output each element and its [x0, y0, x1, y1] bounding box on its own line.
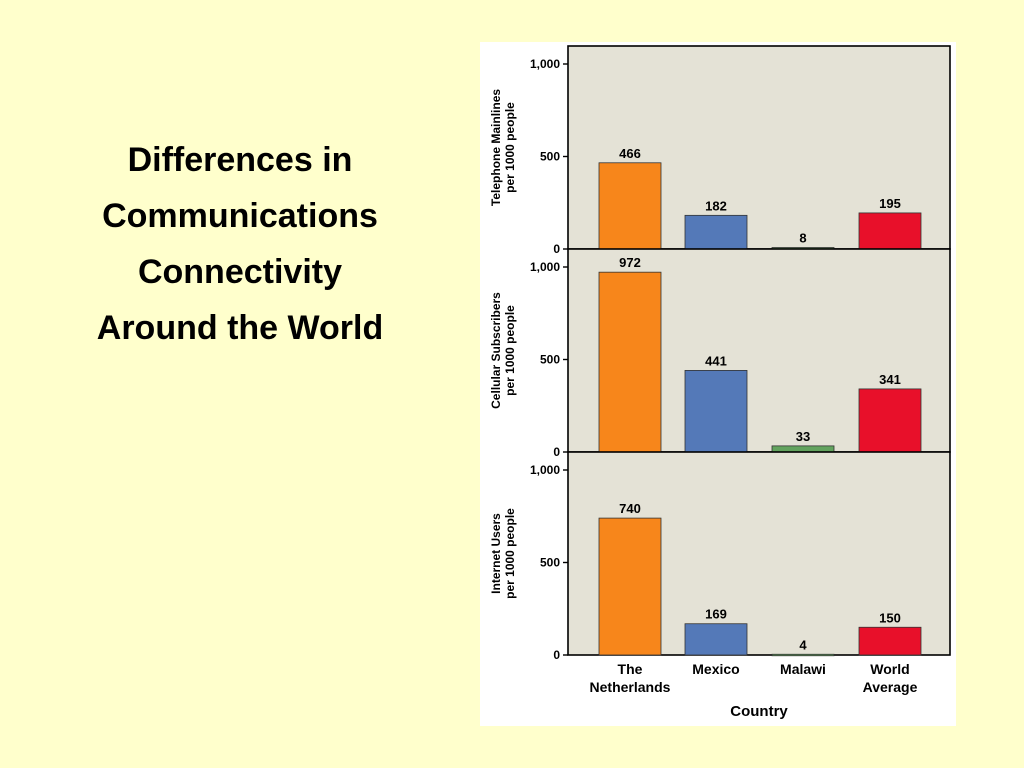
x-category-label-1: The Netherlands [590, 661, 671, 695]
bar-1-2 [684, 214, 748, 250]
y-axis-label-line: per 1000 people [503, 102, 517, 193]
y-axis-label-1: Telephone Mainlinesper 1000 people [489, 89, 517, 206]
bar-2-4 [858, 388, 922, 453]
x-axis-label: Country [730, 703, 788, 720]
y-tick-label: 0 [553, 242, 560, 256]
x-category-label-line: The [618, 661, 643, 677]
y-axis-label-line: per 1000 people [503, 305, 517, 396]
title-line-1: Differences in [127, 141, 353, 179]
x-category-label-line: Mexico [692, 661, 739, 677]
y-tick-label: 0 [553, 445, 560, 459]
data-label: 740 [619, 501, 641, 516]
y-axis-label-line: Telephone Mainlines [489, 89, 503, 206]
data-label: 195 [879, 196, 901, 211]
title-line-3: Connectivity [137, 253, 343, 291]
chart-figure: 0 500 1,000 Telephone Mainlinesper 1000 peo… [480, 42, 956, 726]
x-category-label-line: Malawi [780, 661, 826, 677]
y-tick-label: 1,000 [530, 260, 560, 274]
data-label: 33 [796, 429, 810, 444]
y-tick-label: 1,000 [530, 463, 560, 477]
data-label: 8 [799, 231, 806, 246]
x-category-label-line: World [870, 661, 909, 677]
bar-3-2 [684, 623, 748, 656]
x-category-label-4: World Average [863, 661, 918, 695]
bar-2-3 [771, 445, 835, 453]
y-tick-label: 0 [553, 648, 560, 662]
data-label: 441 [705, 353, 727, 368]
slide-title: Differences in Communications Connectivi… [40, 132, 440, 356]
y-tick-label: 1,000 [530, 57, 560, 71]
y-axis-label-2: Cellular Subscribersper 1000 people [489, 292, 517, 409]
x-category-label-2: Mexico [692, 661, 739, 677]
x-category-label-line: Netherlands [590, 679, 671, 695]
data-label: 466 [619, 146, 641, 161]
y-tick-label: 500 [540, 556, 560, 570]
data-label: 182 [705, 198, 727, 213]
x-category-label-3: Malawi [780, 661, 826, 677]
y-axis-label-line: Cellular Subscribers [489, 292, 503, 409]
panel-frame-3 [567, 451, 951, 656]
data-label: 169 [705, 607, 727, 622]
y-tick-label: 500 [540, 353, 560, 367]
bar-1-1 [598, 162, 662, 250]
bar-3-3 [771, 653, 835, 657]
y-tick-label: 500 [540, 150, 560, 164]
bar-2-1 [598, 271, 662, 453]
bar-1-4 [858, 212, 922, 250]
bar-2-2 [684, 370, 748, 453]
data-label: 4 [799, 637, 807, 652]
data-label: 150 [879, 610, 901, 625]
x-category-label-line: Average [863, 679, 918, 695]
y-axis-label-line: per 1000 people [503, 508, 517, 599]
bar-3-4 [858, 626, 922, 656]
title-line-4: Around the World [96, 309, 384, 347]
y-axis-label-line: Internet Users [489, 513, 503, 594]
data-label: 972 [619, 255, 641, 270]
y-axis-label-3: Internet Usersper 1000 people [489, 508, 517, 599]
data-label: 341 [879, 372, 901, 387]
bar-3-1 [598, 517, 662, 656]
title-line-2: Communications [102, 197, 378, 235]
